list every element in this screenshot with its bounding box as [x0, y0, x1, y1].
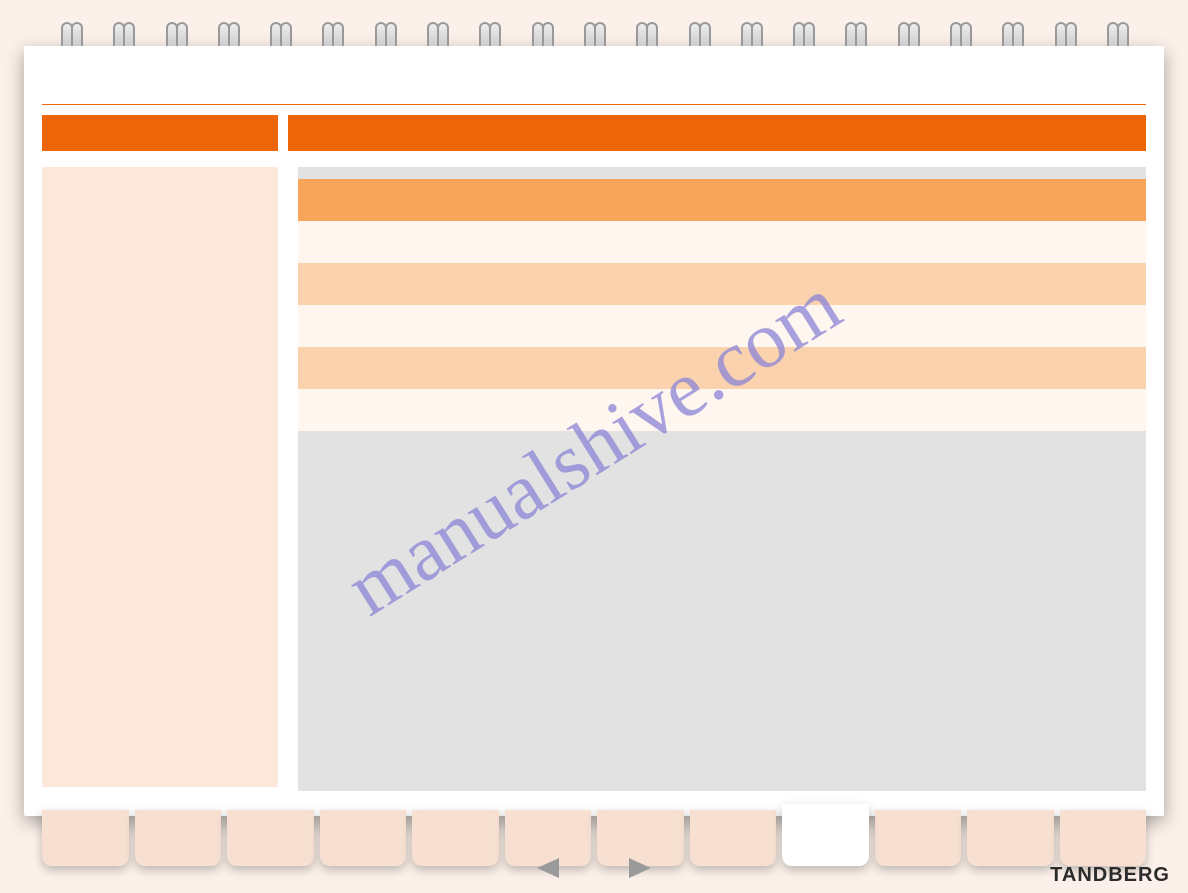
- stripe-row: [298, 263, 1146, 305]
- stripe-list: [298, 179, 1146, 431]
- ring-icon: [426, 28, 448, 54]
- ring-icon: [792, 28, 814, 54]
- ring-icon: [478, 28, 500, 54]
- ring-icon: [374, 28, 396, 54]
- ring-icon: [531, 28, 553, 54]
- header-row: [42, 115, 1146, 151]
- section-tab[interactable]: [782, 804, 869, 866]
- header-left-bar: [42, 115, 278, 151]
- ring-icon: [740, 28, 762, 54]
- brand-logo: TANDBERG: [1050, 864, 1170, 887]
- ring-icon: [688, 28, 710, 54]
- ring-icon: [844, 28, 866, 54]
- ring-icon: [1001, 28, 1023, 54]
- stripe-row: [298, 347, 1146, 389]
- prev-arrow-icon[interactable]: [537, 858, 559, 878]
- ring-icon: [897, 28, 919, 54]
- pager: [0, 858, 1188, 878]
- ring-icon: [321, 28, 343, 54]
- ring-icon: [1106, 28, 1128, 54]
- ring-icon: [1054, 28, 1076, 54]
- ring-icon: [60, 28, 82, 54]
- top-rule: [42, 104, 1146, 105]
- notebook-card: [24, 46, 1164, 816]
- stripe-row: [298, 305, 1146, 347]
- ring-icon: [635, 28, 657, 54]
- stripe-row: [298, 221, 1146, 263]
- ring-icon: [583, 28, 605, 54]
- ring-icon: [217, 28, 239, 54]
- ring-icon: [112, 28, 134, 54]
- gray-fill: [298, 431, 1146, 791]
- ring-icon: [165, 28, 187, 54]
- stripe-row: [298, 179, 1146, 221]
- stripe-row: [298, 389, 1146, 431]
- body-row: [42, 167, 1146, 787]
- main-panel: [298, 167, 1146, 787]
- next-arrow-icon[interactable]: [629, 858, 651, 878]
- spiral-binding: [60, 28, 1128, 58]
- ring-icon: [269, 28, 291, 54]
- ring-icon: [949, 28, 971, 54]
- sidebar-panel: [42, 167, 278, 787]
- header-right-bar: [288, 115, 1146, 151]
